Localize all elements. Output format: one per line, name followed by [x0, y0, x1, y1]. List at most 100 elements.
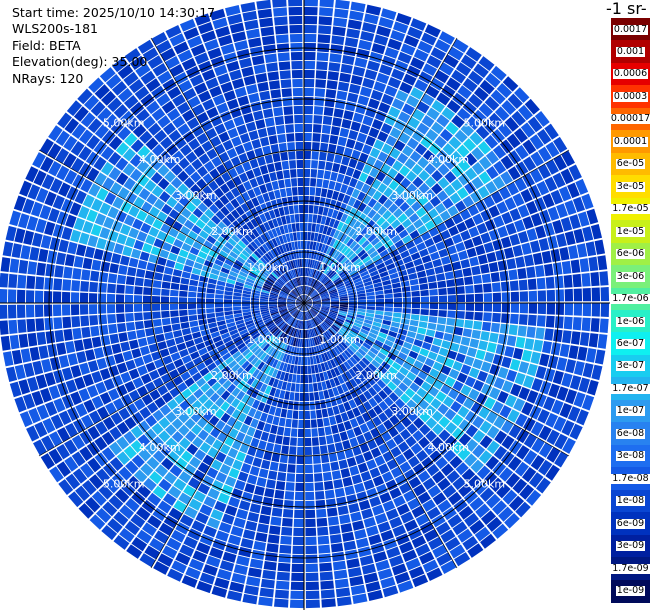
beta-cell	[160, 48, 176, 62]
beta-cell	[305, 311, 309, 320]
beta-cell	[342, 175, 352, 186]
beta-cell	[47, 343, 58, 358]
beta-cell	[399, 275, 409, 282]
beta-cell	[219, 463, 231, 475]
beta-cell	[283, 224, 289, 234]
beta-cell	[198, 319, 208, 326]
beta-cell	[350, 255, 359, 264]
beta-cell	[335, 252, 343, 261]
beta-cell	[220, 412, 231, 424]
beta-cell	[210, 367, 221, 377]
beta-cell	[377, 568, 393, 580]
beta-cell	[336, 496, 347, 507]
beta-cell	[380, 122, 393, 135]
beta-cell	[319, 312, 327, 318]
beta-cell	[464, 376, 476, 388]
beta-cell	[304, 311, 306, 321]
beta-cell	[17, 213, 30, 229]
beta-cell	[348, 305, 358, 309]
beta-cell	[545, 276, 555, 289]
beta-cell	[288, 295, 296, 300]
beta-cell	[236, 183, 247, 194]
beta-cell	[317, 286, 326, 293]
beta-cell	[426, 107, 440, 121]
beta-cell	[368, 363, 377, 372]
beta-cell	[330, 305, 339, 309]
beta-cell	[134, 356, 145, 368]
beta-cell	[316, 283, 323, 291]
beta-cell	[231, 136, 242, 147]
range-ring-label: 4.00km	[139, 441, 181, 454]
beta-cell	[290, 590, 304, 600]
beta-cell	[286, 382, 292, 392]
beta-cell	[517, 267, 527, 280]
beta-cell	[377, 131, 389, 143]
beta-cell	[304, 303, 311, 309]
beta-cell	[224, 286, 234, 292]
beta-cell	[355, 454, 365, 465]
beta-cell	[440, 255, 451, 265]
beta-cell	[291, 69, 303, 79]
beta-cell	[316, 271, 322, 280]
beta-cell	[200, 382, 211, 393]
beta-cell	[345, 101, 357, 112]
beta-cell	[455, 353, 466, 363]
beta-cell	[313, 232, 319, 242]
beta-cell	[452, 476, 466, 491]
beta-cell	[306, 347, 310, 357]
beta-cell	[518, 279, 528, 291]
beta-cell	[158, 522, 174, 537]
beta-cell	[345, 186, 355, 196]
beta-cell	[127, 475, 142, 490]
beta-cell	[501, 211, 513, 225]
beta-cell	[298, 303, 304, 310]
beta-cell	[151, 351, 162, 361]
beta-cell	[335, 0, 350, 10]
beta-cell	[143, 477, 157, 492]
start-time-label: Start time: 2025/10/10 14:30:17	[12, 5, 216, 20]
beta-cell	[510, 291, 520, 302]
beta-cell	[192, 469, 205, 482]
beta-cell	[232, 376, 242, 387]
beta-cell	[321, 294, 330, 299]
beta-cell	[407, 455, 420, 468]
beta-cell	[215, 210, 226, 221]
beta-cell	[204, 339, 214, 347]
beta-cell	[309, 289, 316, 297]
beta-cell	[289, 280, 295, 288]
beta-cell	[435, 354, 446, 364]
beta-cell	[268, 275, 276, 282]
beta-cell	[7, 304, 17, 319]
colorbar-bin: 6e-06	[611, 242, 650, 266]
beta-cell	[334, 334, 342, 343]
beta-cell	[437, 477, 451, 491]
beta-cell	[293, 288, 300, 296]
beta-cell	[506, 181, 520, 196]
beta-cell	[544, 263, 554, 277]
beta-cell	[242, 593, 258, 605]
beta-cell	[327, 143, 337, 154]
beta-cell	[236, 322, 246, 329]
beta-cell	[288, 271, 293, 279]
beta-cell	[512, 193, 525, 207]
beta-cell	[535, 365, 547, 380]
beta-cell	[34, 304, 44, 318]
beta-cell	[328, 525, 341, 535]
beta-cell	[304, 392, 310, 402]
beta-cell	[504, 116, 520, 132]
beta-cell	[268, 261, 276, 270]
beta-cell	[526, 326, 536, 339]
beta-cell	[45, 330, 56, 344]
beta-cell	[153, 198, 166, 210]
beta-cell	[355, 103, 367, 115]
beta-cell	[286, 409, 293, 419]
beta-cell	[286, 326, 292, 335]
beta-cell	[390, 466, 403, 479]
beta-cell	[274, 268, 282, 277]
beta-cell	[58, 182, 71, 197]
beta-cell	[465, 424, 479, 438]
beta-cell	[304, 295, 307, 303]
beta-cell	[394, 474, 408, 487]
beta-cell	[246, 576, 261, 587]
beta-cell	[493, 215, 505, 228]
